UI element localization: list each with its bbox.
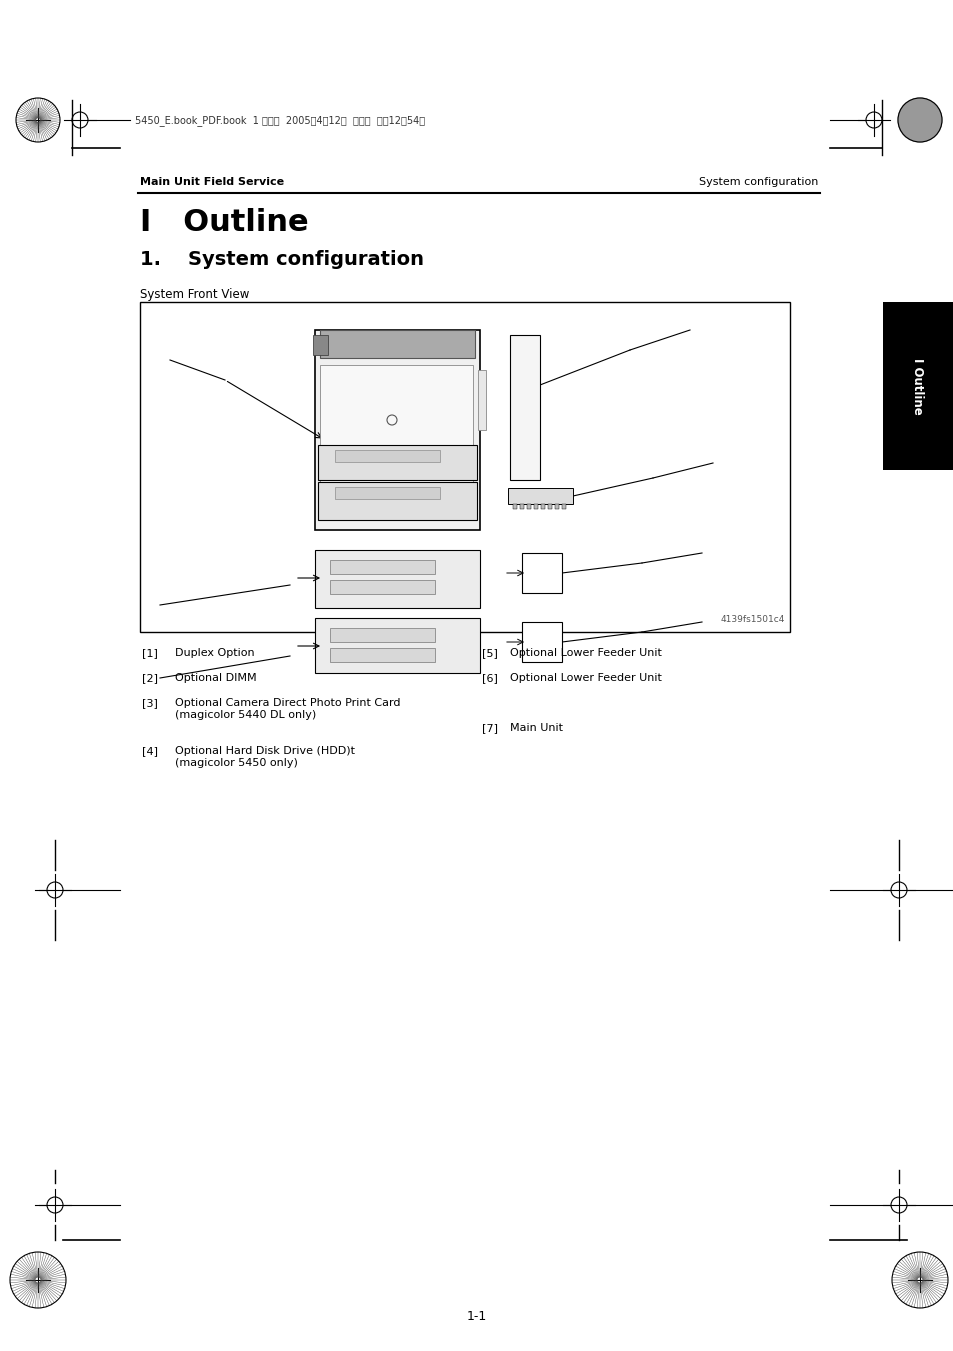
- Bar: [547, 504, 552, 509]
- Circle shape: [897, 99, 941, 142]
- Circle shape: [16, 99, 60, 142]
- Text: Main Unit: Main Unit: [510, 723, 562, 734]
- Text: [7]: [7]: [481, 723, 497, 734]
- Text: 1.    System configuration: 1. System configuration: [140, 250, 423, 269]
- Bar: [317, 444, 476, 480]
- Text: Optional Hard Disk Drive (HDD)t
(magicolor 5450 only): Optional Hard Disk Drive (HDD)t (magicol…: [174, 746, 355, 767]
- Text: Duplex Option: Duplex Option: [174, 648, 254, 658]
- Text: [6]: [6]: [481, 673, 497, 684]
- Bar: [319, 330, 475, 358]
- Bar: [319, 365, 473, 494]
- Bar: [314, 617, 479, 673]
- Bar: [330, 648, 435, 662]
- Text: System configuration: System configuration: [698, 177, 817, 186]
- Bar: [534, 504, 537, 509]
- Bar: [335, 486, 439, 499]
- Bar: [507, 488, 573, 504]
- Text: Optional Lower Feeder Unit: Optional Lower Feeder Unit: [510, 673, 661, 684]
- Text: I Outline: I Outline: [910, 358, 923, 415]
- Bar: [555, 504, 558, 509]
- Bar: [521, 621, 561, 662]
- Text: I   Outline: I Outline: [140, 208, 309, 236]
- Bar: [882, 303, 953, 470]
- Text: 4139fs1501c4: 4139fs1501c4: [720, 615, 784, 624]
- Bar: [519, 504, 523, 509]
- FancyBboxPatch shape: [313, 335, 328, 355]
- Bar: [330, 580, 435, 594]
- Text: System Front View: System Front View: [140, 288, 249, 301]
- Bar: [477, 370, 485, 430]
- Bar: [317, 482, 476, 520]
- Bar: [521, 553, 561, 593]
- Bar: [335, 450, 439, 462]
- Bar: [330, 628, 435, 642]
- Bar: [526, 504, 531, 509]
- Circle shape: [10, 1252, 66, 1308]
- Text: [3]: [3]: [142, 698, 157, 708]
- Circle shape: [891, 1252, 947, 1308]
- Bar: [510, 335, 539, 480]
- Text: [2]: [2]: [142, 673, 158, 684]
- Bar: [314, 330, 479, 530]
- Text: Main Unit Field Service: Main Unit Field Service: [140, 177, 284, 186]
- Bar: [314, 550, 479, 608]
- Text: Optional Camera Direct Photo Print Card
(magicolor 5440 DL only): Optional Camera Direct Photo Print Card …: [174, 698, 400, 720]
- Bar: [140, 303, 789, 632]
- Text: 1-1: 1-1: [466, 1310, 487, 1323]
- Text: [5]: [5]: [481, 648, 497, 658]
- Bar: [561, 504, 565, 509]
- Text: Optional DIMM: Optional DIMM: [174, 673, 256, 684]
- Text: 5450_E.book_PDF.book  1 ページ  2005年4月12日  火曜日  午後12時54分: 5450_E.book_PDF.book 1 ページ 2005年4月12日 火曜…: [135, 116, 425, 127]
- Text: Optional Lower Feeder Unit: Optional Lower Feeder Unit: [510, 648, 661, 658]
- Text: [1]: [1]: [142, 648, 157, 658]
- Bar: [540, 504, 544, 509]
- Bar: [330, 561, 435, 574]
- Text: [4]: [4]: [142, 746, 158, 757]
- Bar: [513, 504, 517, 509]
